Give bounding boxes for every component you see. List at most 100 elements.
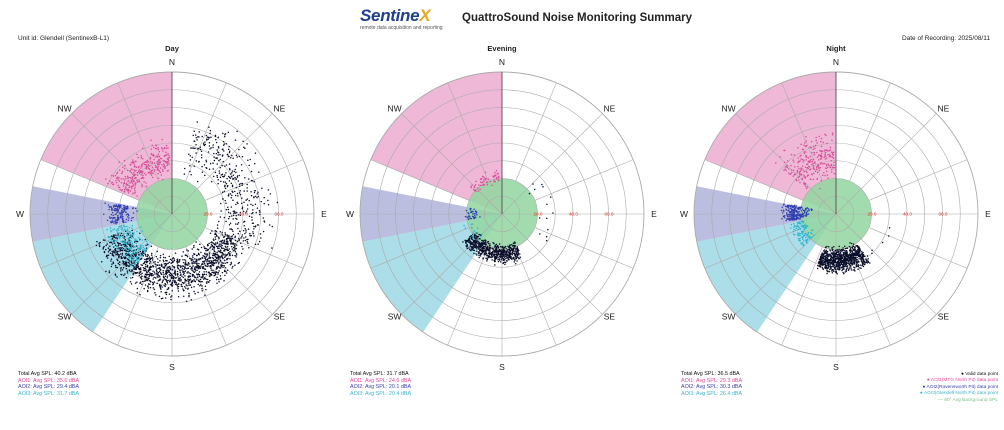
night-data-point — [809, 237, 811, 240]
night-data-point — [820, 155, 823, 158]
night-data-point — [787, 215, 789, 218]
day-data-point — [211, 244, 214, 247]
day-data-point — [189, 164, 191, 167]
day-data-point — [229, 173, 232, 175]
night-data-point — [843, 251, 845, 254]
day-ao3-avg: AOI3: Avg SPL: 31.7 dBA — [18, 390, 80, 397]
evening-data-point — [546, 217, 548, 220]
day-data-point — [222, 144, 225, 146]
day-data-point — [125, 186, 127, 188]
night-data-point — [818, 167, 820, 170]
night-data-point — [836, 249, 838, 252]
day-data-point — [207, 151, 210, 153]
day-data-point — [238, 174, 240, 177]
day-data-point — [198, 271, 201, 273]
day-data-point — [109, 217, 111, 220]
day-data-point — [151, 166, 154, 169]
day-data-point — [192, 260, 195, 263]
report-header: SentineX remote data acquisition and rep… — [0, 0, 1004, 36]
evening-data-point — [502, 262, 504, 265]
day-data-point — [236, 211, 238, 214]
day-data-point — [217, 136, 220, 139]
night-data-point — [802, 165, 804, 167]
night-data-point — [848, 253, 851, 255]
day-data-point — [113, 220, 115, 223]
day-data-point — [165, 144, 168, 147]
day-data-point — [150, 274, 153, 277]
day-data-point — [222, 140, 225, 143]
day-data-point — [103, 251, 106, 254]
day-data-point — [206, 249, 209, 252]
day-data-point — [198, 284, 201, 287]
day-data-point — [160, 288, 162, 290]
night-data-point — [796, 211, 798, 213]
day-data-point — [106, 254, 108, 256]
day-data-point — [220, 210, 222, 212]
day-data-point — [137, 265, 140, 268]
day-data-point — [157, 162, 160, 164]
evening-data-point — [479, 188, 481, 191]
day-data-point — [193, 246, 195, 249]
night-spoke — [849, 246, 891, 346]
day-data-point — [199, 243, 201, 246]
night-data-point — [783, 215, 785, 217]
day-data-point — [147, 277, 149, 279]
evening-spoke — [534, 159, 634, 201]
day-data-point — [154, 147, 157, 150]
night-data-point — [797, 214, 800, 217]
day-data-point — [223, 250, 225, 252]
day-data-point — [212, 242, 214, 244]
evening-spoke — [401, 113, 503, 215]
night-data-point — [841, 269, 844, 271]
day-data-point — [156, 282, 158, 284]
day-data-point — [124, 187, 127, 190]
night-data-point — [844, 254, 847, 257]
evening-data-point — [493, 259, 496, 262]
day-data-point — [112, 250, 115, 252]
night-data-point — [805, 208, 807, 211]
night-data-point — [829, 146, 832, 149]
day-data-point — [134, 252, 136, 254]
day-data-point — [232, 233, 235, 236]
night-data-point — [822, 250, 825, 252]
day-data-point — [198, 131, 200, 133]
evening-data-point — [484, 245, 487, 248]
night-data-point — [787, 160, 789, 162]
night-data-point — [851, 264, 854, 266]
night-data-point — [834, 250, 836, 252]
day-data-point — [214, 243, 217, 246]
day-data-point — [118, 177, 120, 179]
day-data-point — [129, 169, 132, 172]
legend-ao3: AOI3(Glendell North Pit) data point — [923, 391, 998, 397]
day-radial-tick-label: 20.0 — [204, 212, 213, 217]
day-data-point — [158, 163, 160, 165]
day-data-point — [125, 263, 128, 265]
evening-spoke — [534, 227, 634, 269]
day-data-point — [149, 272, 151, 274]
night-data-point — [814, 162, 816, 164]
night-data-point — [838, 248, 840, 251]
day-data-point — [216, 253, 219, 256]
night-data-point — [844, 253, 846, 256]
day-data-point — [230, 263, 233, 265]
day-data-point — [197, 136, 199, 138]
day-total-avg: Total Avg SPL: 40.2 dBA — [18, 371, 77, 377]
day-data-point — [150, 245, 153, 247]
day-data-point — [217, 182, 219, 185]
night-data-point — [797, 165, 799, 168]
day-data-point — [166, 277, 169, 279]
day-data-point — [236, 130, 238, 133]
day-data-point — [143, 249, 145, 251]
day-data-point — [135, 242, 137, 245]
day-data-point — [216, 224, 219, 226]
day-data-point — [196, 269, 198, 271]
night-data-point — [823, 162, 825, 165]
night-data-point — [810, 140, 813, 143]
day-data-point — [102, 247, 105, 249]
day-data-point — [125, 182, 128, 184]
day-data-point — [198, 136, 200, 138]
evening-data-point — [483, 180, 485, 182]
day-data-point — [209, 257, 211, 259]
day-data-point — [198, 262, 200, 265]
day-data-point — [239, 193, 242, 196]
